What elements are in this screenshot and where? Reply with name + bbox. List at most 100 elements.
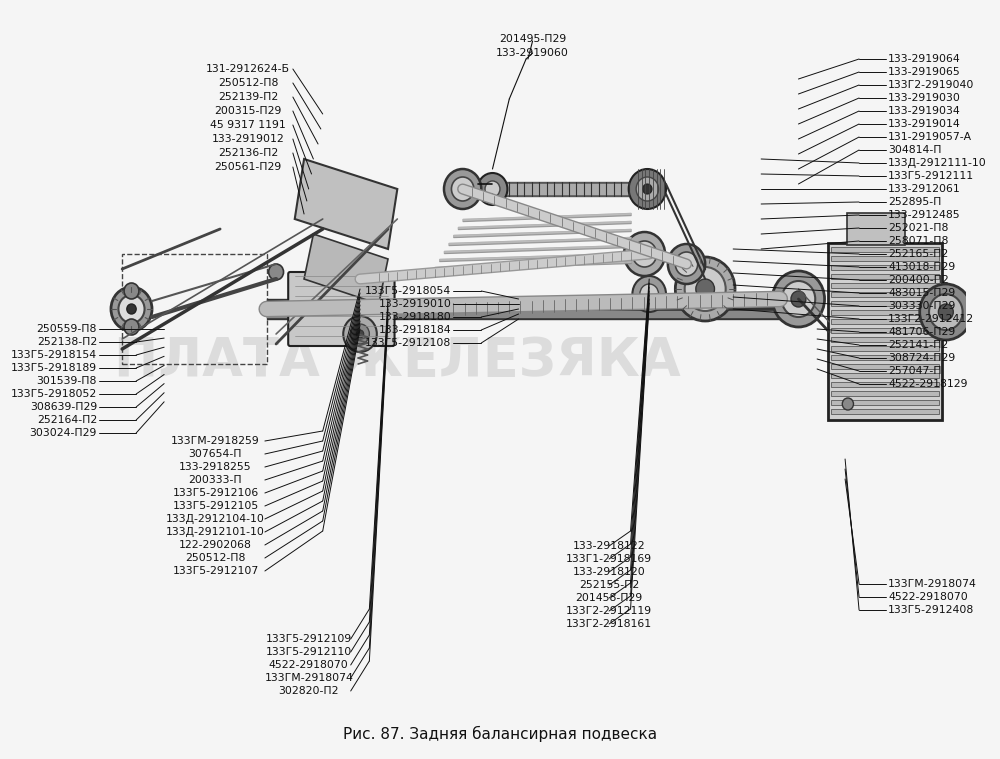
Bar bbox=[831, 274, 939, 279]
Text: 252155-П2: 252155-П2 bbox=[579, 580, 639, 590]
Text: 200333-П: 200333-П bbox=[189, 475, 242, 485]
Circle shape bbox=[772, 271, 825, 327]
Text: 250561-П29: 250561-П29 bbox=[214, 162, 282, 172]
Bar bbox=[831, 328, 939, 333]
Text: 201458-П29: 201458-П29 bbox=[575, 593, 643, 603]
Text: 308639-П29: 308639-П29 bbox=[30, 402, 97, 412]
Text: 133ГМ-2918074: 133ГМ-2918074 bbox=[888, 579, 977, 589]
Text: 133Г5-2918052: 133Г5-2918052 bbox=[11, 389, 97, 399]
Text: 133Д-2912111-10: 133Д-2912111-10 bbox=[888, 158, 987, 168]
Circle shape bbox=[111, 287, 152, 331]
Text: 133-2919014: 133-2919014 bbox=[888, 119, 961, 129]
Text: 133Д-2912104-10: 133Д-2912104-10 bbox=[166, 514, 265, 524]
Bar bbox=[831, 301, 939, 306]
Text: 413018-П29: 413018-П29 bbox=[888, 262, 955, 272]
Circle shape bbox=[624, 232, 665, 276]
Text: 483015-П29: 483015-П29 bbox=[888, 288, 955, 298]
Circle shape bbox=[929, 294, 963, 330]
Text: 303024-П29: 303024-П29 bbox=[30, 428, 97, 438]
Text: 252165-П2: 252165-П2 bbox=[888, 249, 948, 259]
Text: ПЛАТА ЖЕЛЕЗЯКА: ПЛАТА ЖЕЛЕЗЯКА bbox=[114, 335, 681, 387]
Bar bbox=[831, 319, 939, 324]
Text: 133-2919065: 133-2919065 bbox=[888, 67, 961, 77]
Bar bbox=[831, 373, 939, 378]
Text: 133-2918120: 133-2918120 bbox=[573, 567, 645, 577]
Text: 133Г1-2918169: 133Г1-2918169 bbox=[566, 554, 652, 564]
Text: 133-2919064: 133-2919064 bbox=[888, 54, 961, 64]
Text: 250512-П8: 250512-П8 bbox=[218, 78, 278, 88]
Text: 252164-П2: 252164-П2 bbox=[37, 415, 97, 425]
Circle shape bbox=[343, 316, 377, 352]
Text: 133Г5-2912110: 133Г5-2912110 bbox=[266, 647, 352, 657]
Text: 133Г5-2912107: 133Г5-2912107 bbox=[172, 566, 259, 576]
Text: 252141-П2: 252141-П2 bbox=[888, 340, 948, 350]
Text: 133Г2-2912412: 133Г2-2912412 bbox=[888, 314, 974, 324]
Bar bbox=[831, 265, 939, 270]
Text: 133-2918180: 133-2918180 bbox=[379, 312, 451, 322]
Text: 133-2918255: 133-2918255 bbox=[179, 462, 252, 472]
Text: 133Г5-2918189: 133Г5-2918189 bbox=[11, 363, 97, 373]
Text: 133-2912485: 133-2912485 bbox=[888, 210, 961, 220]
Circle shape bbox=[636, 177, 659, 201]
Circle shape bbox=[478, 173, 507, 205]
Circle shape bbox=[451, 177, 474, 201]
Text: 304814-П: 304814-П bbox=[888, 145, 941, 155]
Circle shape bbox=[842, 398, 853, 410]
Text: 200315-П29: 200315-П29 bbox=[214, 106, 282, 116]
Text: 133-2919010: 133-2919010 bbox=[379, 299, 451, 309]
Text: 133-2919030: 133-2919030 bbox=[888, 93, 961, 103]
Text: 133Г5-2912108: 133Г5-2912108 bbox=[365, 338, 451, 348]
Text: 4522-2918129: 4522-2918129 bbox=[888, 379, 967, 389]
Text: 133-2918184: 133-2918184 bbox=[379, 325, 451, 335]
Circle shape bbox=[444, 169, 481, 209]
Text: 252021-П8: 252021-П8 bbox=[888, 223, 948, 233]
Text: 131-2912624-Б: 131-2912624-Б bbox=[206, 64, 290, 74]
Circle shape bbox=[675, 252, 698, 276]
FancyBboxPatch shape bbox=[847, 213, 905, 245]
Bar bbox=[831, 310, 939, 315]
Bar bbox=[831, 247, 939, 252]
Polygon shape bbox=[295, 159, 397, 249]
Bar bbox=[122, 254, 267, 364]
Text: 133-2919060: 133-2919060 bbox=[496, 48, 569, 58]
Text: 133-2912061: 133-2912061 bbox=[888, 184, 961, 194]
Text: 133Г5-2912106: 133Г5-2912106 bbox=[172, 488, 259, 498]
Circle shape bbox=[696, 279, 714, 299]
Circle shape bbox=[124, 283, 139, 299]
Text: 303330-П29: 303330-П29 bbox=[888, 301, 955, 311]
Text: 133Г2-2918161: 133Г2-2918161 bbox=[566, 619, 652, 629]
Circle shape bbox=[124, 319, 139, 335]
Circle shape bbox=[632, 241, 657, 267]
Circle shape bbox=[675, 257, 735, 321]
Text: 133Г5-2912109: 133Г5-2912109 bbox=[266, 634, 352, 644]
Text: 133Г2-2919040: 133Г2-2919040 bbox=[888, 80, 974, 90]
Text: 133Г5-2918154: 133Г5-2918154 bbox=[11, 350, 97, 360]
Bar bbox=[831, 391, 939, 396]
Bar bbox=[831, 409, 939, 414]
Text: 131-2919057-А: 131-2919057-А bbox=[888, 132, 972, 142]
Text: 133-2918122: 133-2918122 bbox=[573, 541, 645, 551]
Text: 133ГМ-2918074: 133ГМ-2918074 bbox=[264, 673, 353, 683]
Text: 45 9317 1191: 45 9317 1191 bbox=[210, 120, 286, 130]
Bar bbox=[831, 337, 939, 342]
Circle shape bbox=[643, 184, 652, 194]
Text: 133Г5-2912111: 133Г5-2912111 bbox=[888, 171, 974, 181]
Text: 133Г5-2912105: 133Г5-2912105 bbox=[172, 501, 259, 511]
Circle shape bbox=[640, 284, 659, 304]
Text: 252138-П2: 252138-П2 bbox=[37, 337, 97, 347]
Circle shape bbox=[668, 244, 705, 284]
Circle shape bbox=[629, 169, 666, 209]
Text: 133Г2-2912119: 133Г2-2912119 bbox=[566, 606, 652, 616]
Bar bbox=[831, 364, 939, 369]
Circle shape bbox=[485, 181, 500, 197]
Text: 133Г5-2912408: 133Г5-2912408 bbox=[888, 605, 974, 615]
Text: 133ГМ-2918259: 133ГМ-2918259 bbox=[171, 436, 260, 446]
Circle shape bbox=[685, 267, 726, 311]
Circle shape bbox=[920, 284, 972, 340]
Text: 133Г5-2918054: 133Г5-2918054 bbox=[365, 286, 451, 296]
Text: 258071-П8: 258071-П8 bbox=[888, 236, 948, 246]
Text: Рис. 87. Задняя балансирная подвеска: Рис. 87. Задняя балансирная подвеска bbox=[343, 726, 657, 742]
Circle shape bbox=[782, 281, 815, 317]
Text: 252136-П2: 252136-П2 bbox=[218, 148, 278, 158]
Text: 4522-2918070: 4522-2918070 bbox=[269, 660, 349, 670]
